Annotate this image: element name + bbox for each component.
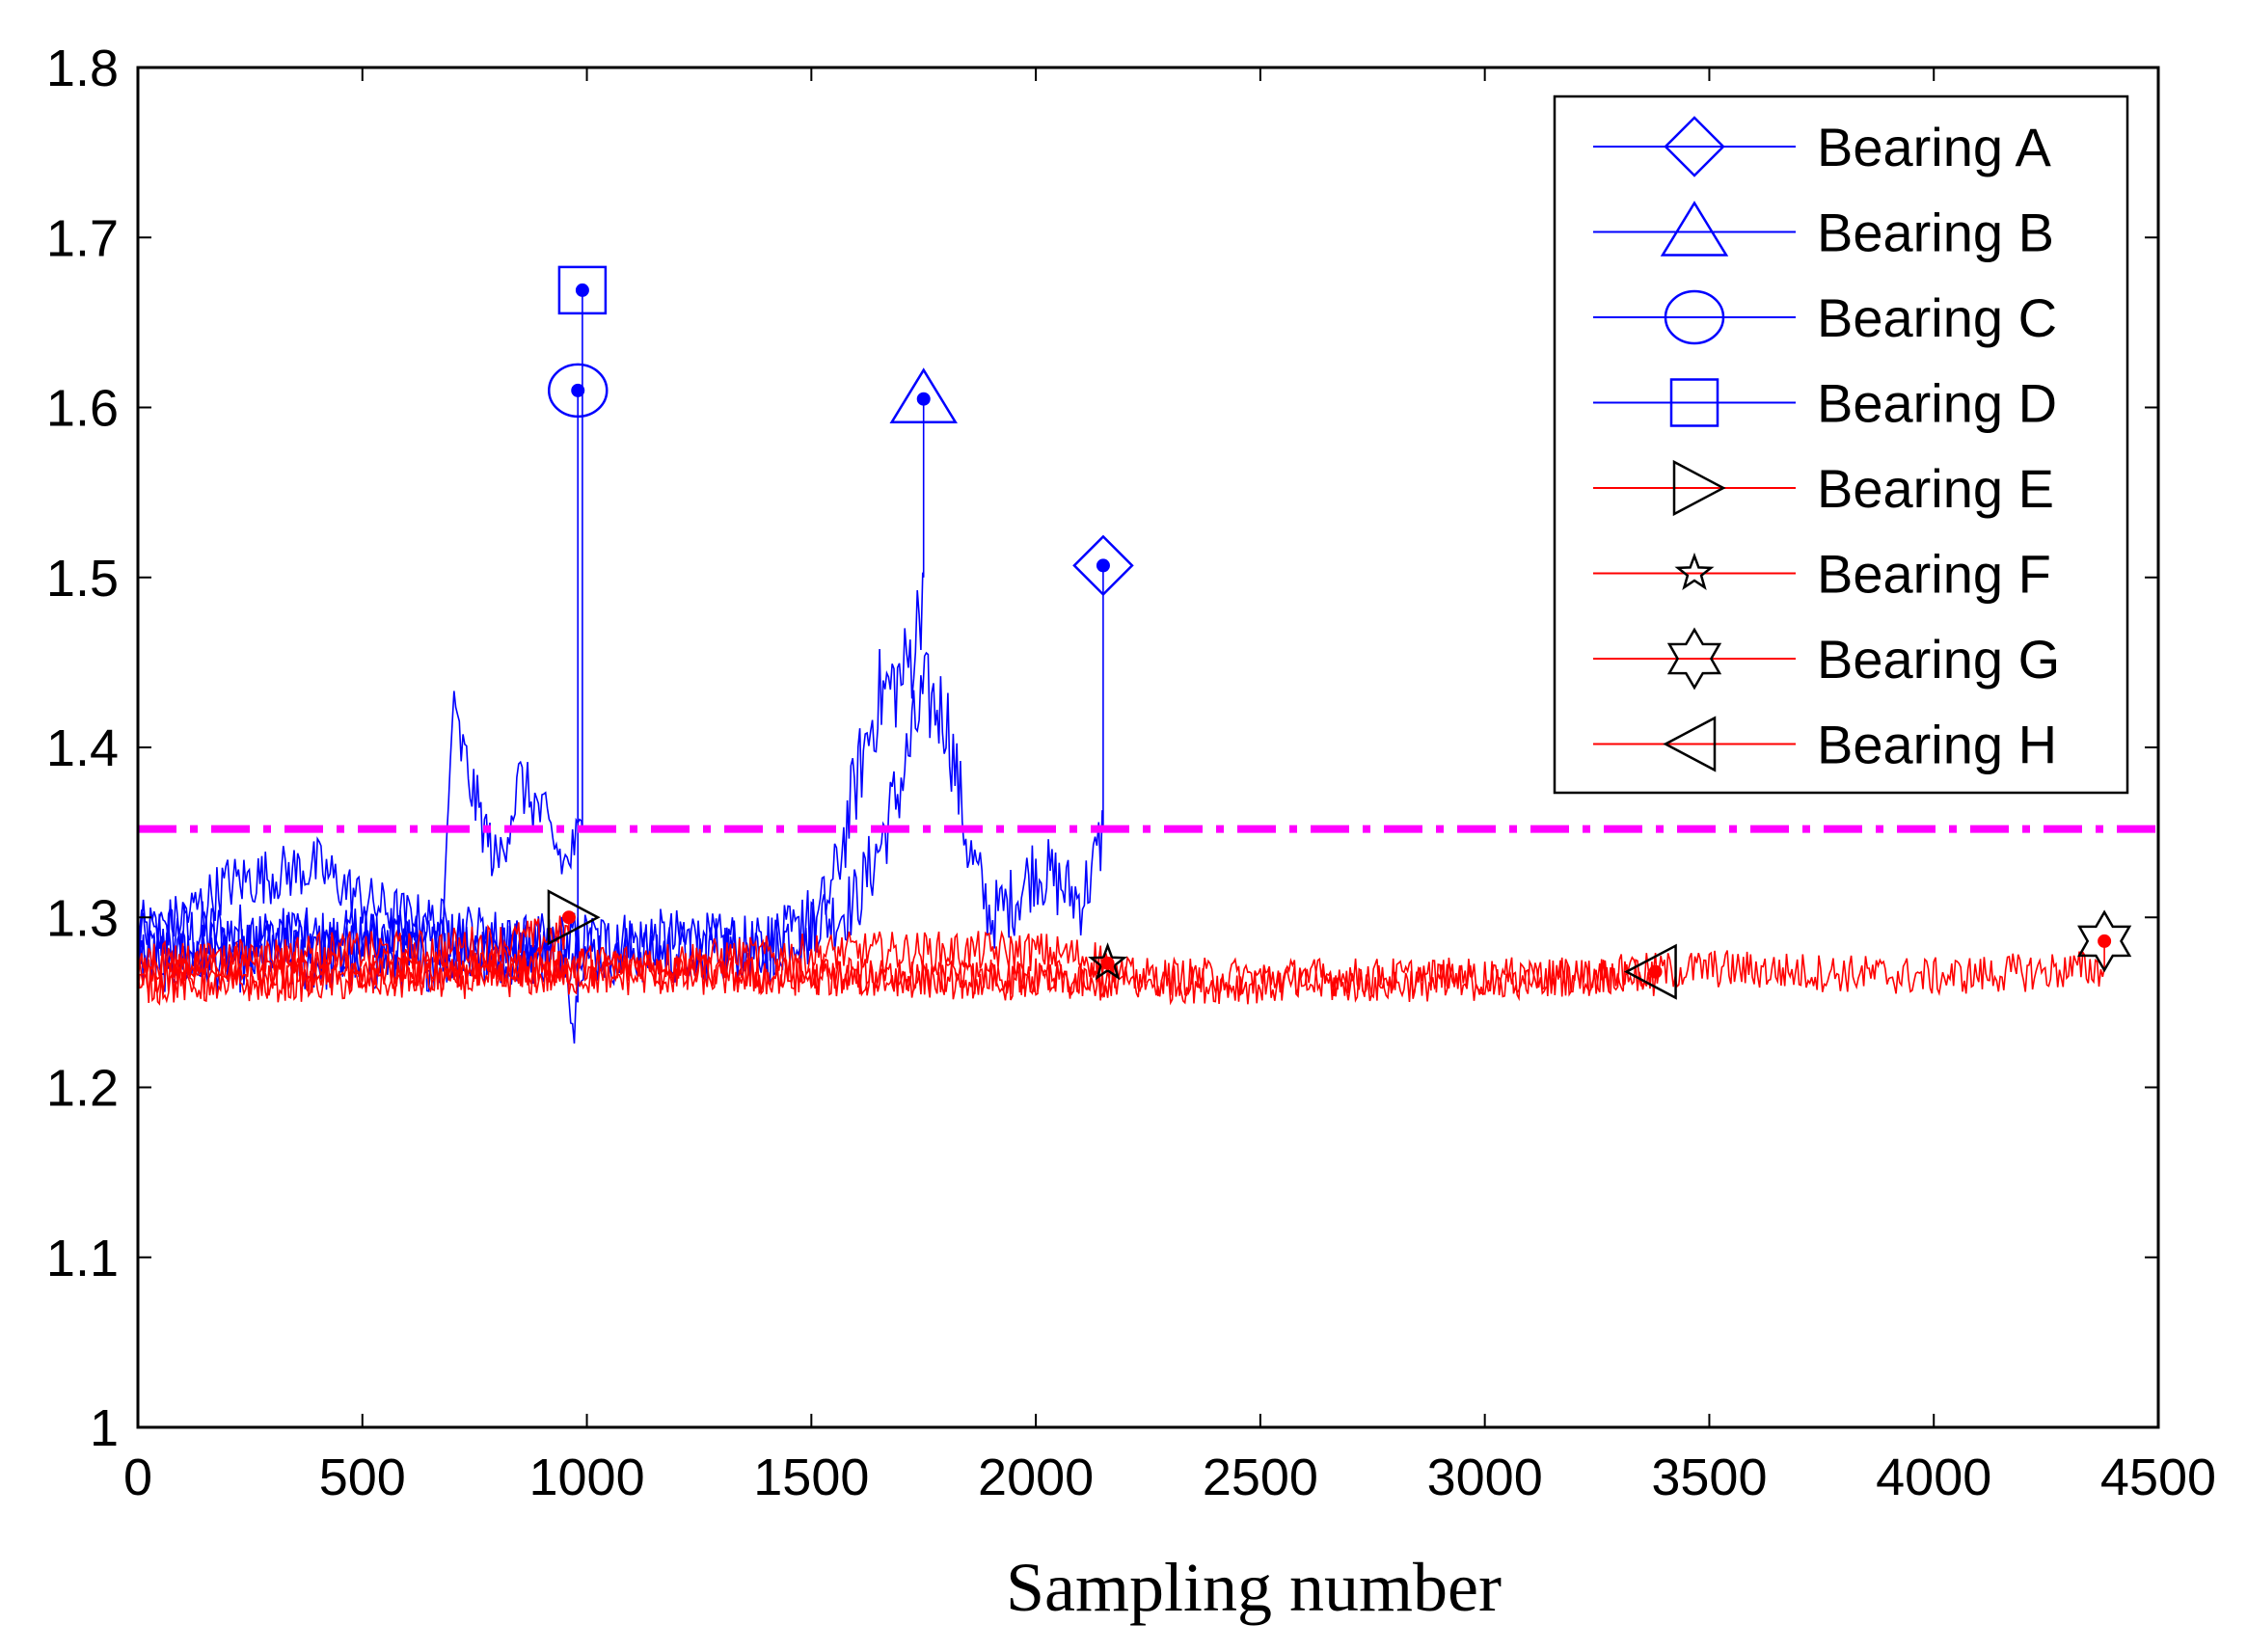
end-marker-bearing-d [557,265,608,315]
x-tick-label: 4500 [2100,1449,2216,1506]
y-tick-label: 1.2 [46,1060,119,1118]
legend-entry: Bearing E [1593,458,2054,519]
legend-label: Bearing A [1817,117,2051,177]
marker-dot [1648,964,1663,979]
x-tick-label: 3000 [1427,1449,1543,1506]
legend-marker [1674,552,1715,591]
y-tick-label: 1.6 [46,380,119,438]
legend-marker [1669,378,1719,427]
x-tick-label: 4000 [1876,1449,1991,1506]
axis-ticks: 0 500 1000 1500 2000 2500 3000 3500 4000 4500 1 1.1… [46,40,2216,1506]
marker-shape [557,265,608,315]
legend-box [1553,95,2129,795]
legend-marker-shape [1669,378,1719,427]
y-tick-label: 1.7 [46,209,119,267]
legend-marker [1664,289,1725,345]
legend-label: Bearing E [1817,458,2054,519]
legend-marker-shape [1666,627,1722,691]
marker-dot [571,383,585,397]
marker-shape [1088,942,1128,981]
legend-marker-shape [1664,289,1725,345]
end-marker-bearing-b [889,367,958,423]
legend-label: Bearing D [1817,373,2057,434]
marker-dot [575,283,589,297]
end-marker-bearing-f [1088,942,1128,981]
marker-dot [561,910,576,925]
y-tick-label: 1 [90,1399,119,1457]
y-tick-label: 1.8 [46,40,119,97]
marker-shape [547,363,609,419]
y-tick-label: 1.5 [46,550,119,608]
marker-dot [916,392,931,406]
legend-label: Bearing C [1817,287,2057,348]
marker-shape [2077,909,2132,973]
series-line-bearing-c [138,390,580,1044]
end-marker-bearing-h [1623,943,1677,1000]
series-line-bearing-e [138,915,570,989]
legend-label: Bearing B [1817,203,2054,263]
legend: Bearing A Bearing B Bearing C Bearing D Bear… [1553,95,2129,795]
marker-shape [889,367,958,423]
x-tick-label: 2000 [978,1449,1094,1506]
legend-label: Bearing F [1817,544,2051,605]
marker-shape [1623,943,1677,1000]
marker-layer [547,265,2132,1000]
x-tick-label: 3500 [1651,1449,1767,1506]
legend-marker [1663,716,1717,772]
end-marker-bearing-g [2077,909,2132,973]
x-tick-label: 0 [123,1449,152,1506]
legend-marker-shape [1660,201,1729,257]
legend-marker-shape [1674,552,1715,591]
x-tick-label: 2500 [1203,1449,1318,1506]
legend-entry: Bearing F [1593,544,2051,605]
legend-marker [1660,201,1729,257]
x-tick-label: 500 [319,1449,406,1506]
end-marker-bearing-e [547,889,601,946]
legend-marker [1664,116,1725,177]
x-tick-label: 1000 [528,1449,644,1506]
y-tick-label: 1.4 [46,719,119,777]
marker-dot [1100,956,1115,970]
y-tick-label: 1.1 [46,1230,119,1287]
legend-marker-shape [1664,116,1725,177]
legend-marker-shape [1663,716,1717,772]
x-axis-label: Sampling number [1006,1549,1502,1626]
end-marker-bearing-a [1072,534,1134,597]
series-layer [138,289,2105,1044]
legend-marker-shape [1672,459,1726,517]
legend-label: Bearing G [1817,629,2060,690]
legend-label: Bearing H [1817,715,2057,775]
marker-shape [547,889,601,946]
series-line-bearing-h [138,939,1657,999]
legend-entry: Bearing H [1593,715,2057,775]
legend-entry: Bearing B [1593,201,2054,263]
legend-entry: Bearing D [1593,373,2057,434]
legend-marker [1672,459,1726,517]
end-marker-bearing-c [547,363,609,419]
legend-marker [1666,627,1722,691]
x-tick-label: 1500 [753,1449,869,1506]
marker-shape [1072,534,1134,597]
legend-entry: Bearing C [1593,287,2057,348]
legend-entry: Bearing A [1593,116,2051,177]
legend-entry: Bearing G [1593,627,2060,691]
marker-dot [2098,934,2112,948]
y-tick-label: 1.3 [46,889,119,947]
marker-dot [1096,558,1110,573]
